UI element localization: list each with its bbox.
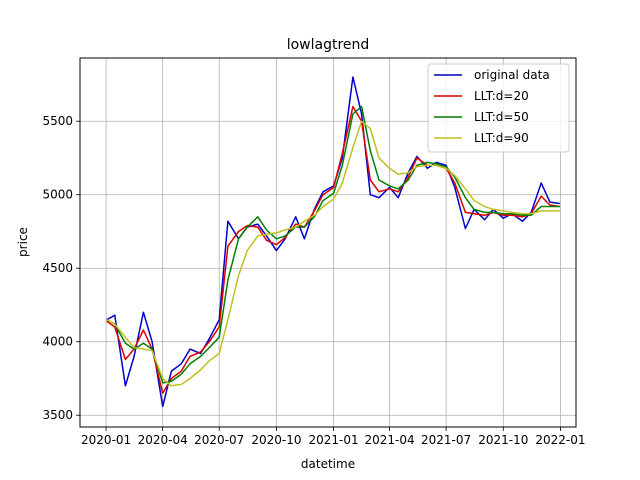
series-line-1 (106, 105, 560, 394)
y-tick-label: 4500 (42, 261, 73, 275)
ticks: 2020-01 2020-04 2020-07 2020-10 2021-01 2021-… (42, 114, 585, 447)
x-tick-label: 2022-01 (535, 433, 585, 447)
legend-label-2: LLT:d=50 (474, 110, 529, 124)
y-tick-label: 4000 (42, 335, 73, 349)
y-tick-label: 3500 (42, 408, 73, 422)
x-axis-title: datetime (301, 457, 355, 471)
x-tick-label: 2020-01 (81, 433, 131, 447)
x-tick-label: 2021-04 (364, 433, 414, 447)
x-tick-label: 2021-07 (421, 433, 471, 447)
legend-label-1: LLT:d=20 (474, 89, 529, 103)
x-tick-label: 2020-10 (251, 433, 301, 447)
y-tick-label: 5500 (42, 114, 73, 128)
x-tick-label: 2021-10 (478, 433, 528, 447)
y-tick-label: 5000 (42, 188, 73, 202)
legend: original data LLT:d=20 LLT:d=50 LLT:d=90 (427, 63, 570, 153)
x-tick-label: 2020-04 (138, 433, 188, 447)
plot-frame (79, 57, 577, 428)
chart-title: lowlagtrend (287, 37, 370, 53)
legend-label-3: LLT:d=90 (474, 131, 529, 145)
series-line-2 (106, 105, 560, 384)
series-lines (106, 76, 560, 408)
series-line-3 (106, 120, 560, 387)
x-tick-label: 2021-01 (309, 433, 359, 447)
y-axis-title: price (16, 227, 30, 257)
legend-box (427, 63, 570, 153)
x-tick-label: 2020-07 (194, 433, 244, 447)
legend-label-0: original data (474, 68, 550, 82)
